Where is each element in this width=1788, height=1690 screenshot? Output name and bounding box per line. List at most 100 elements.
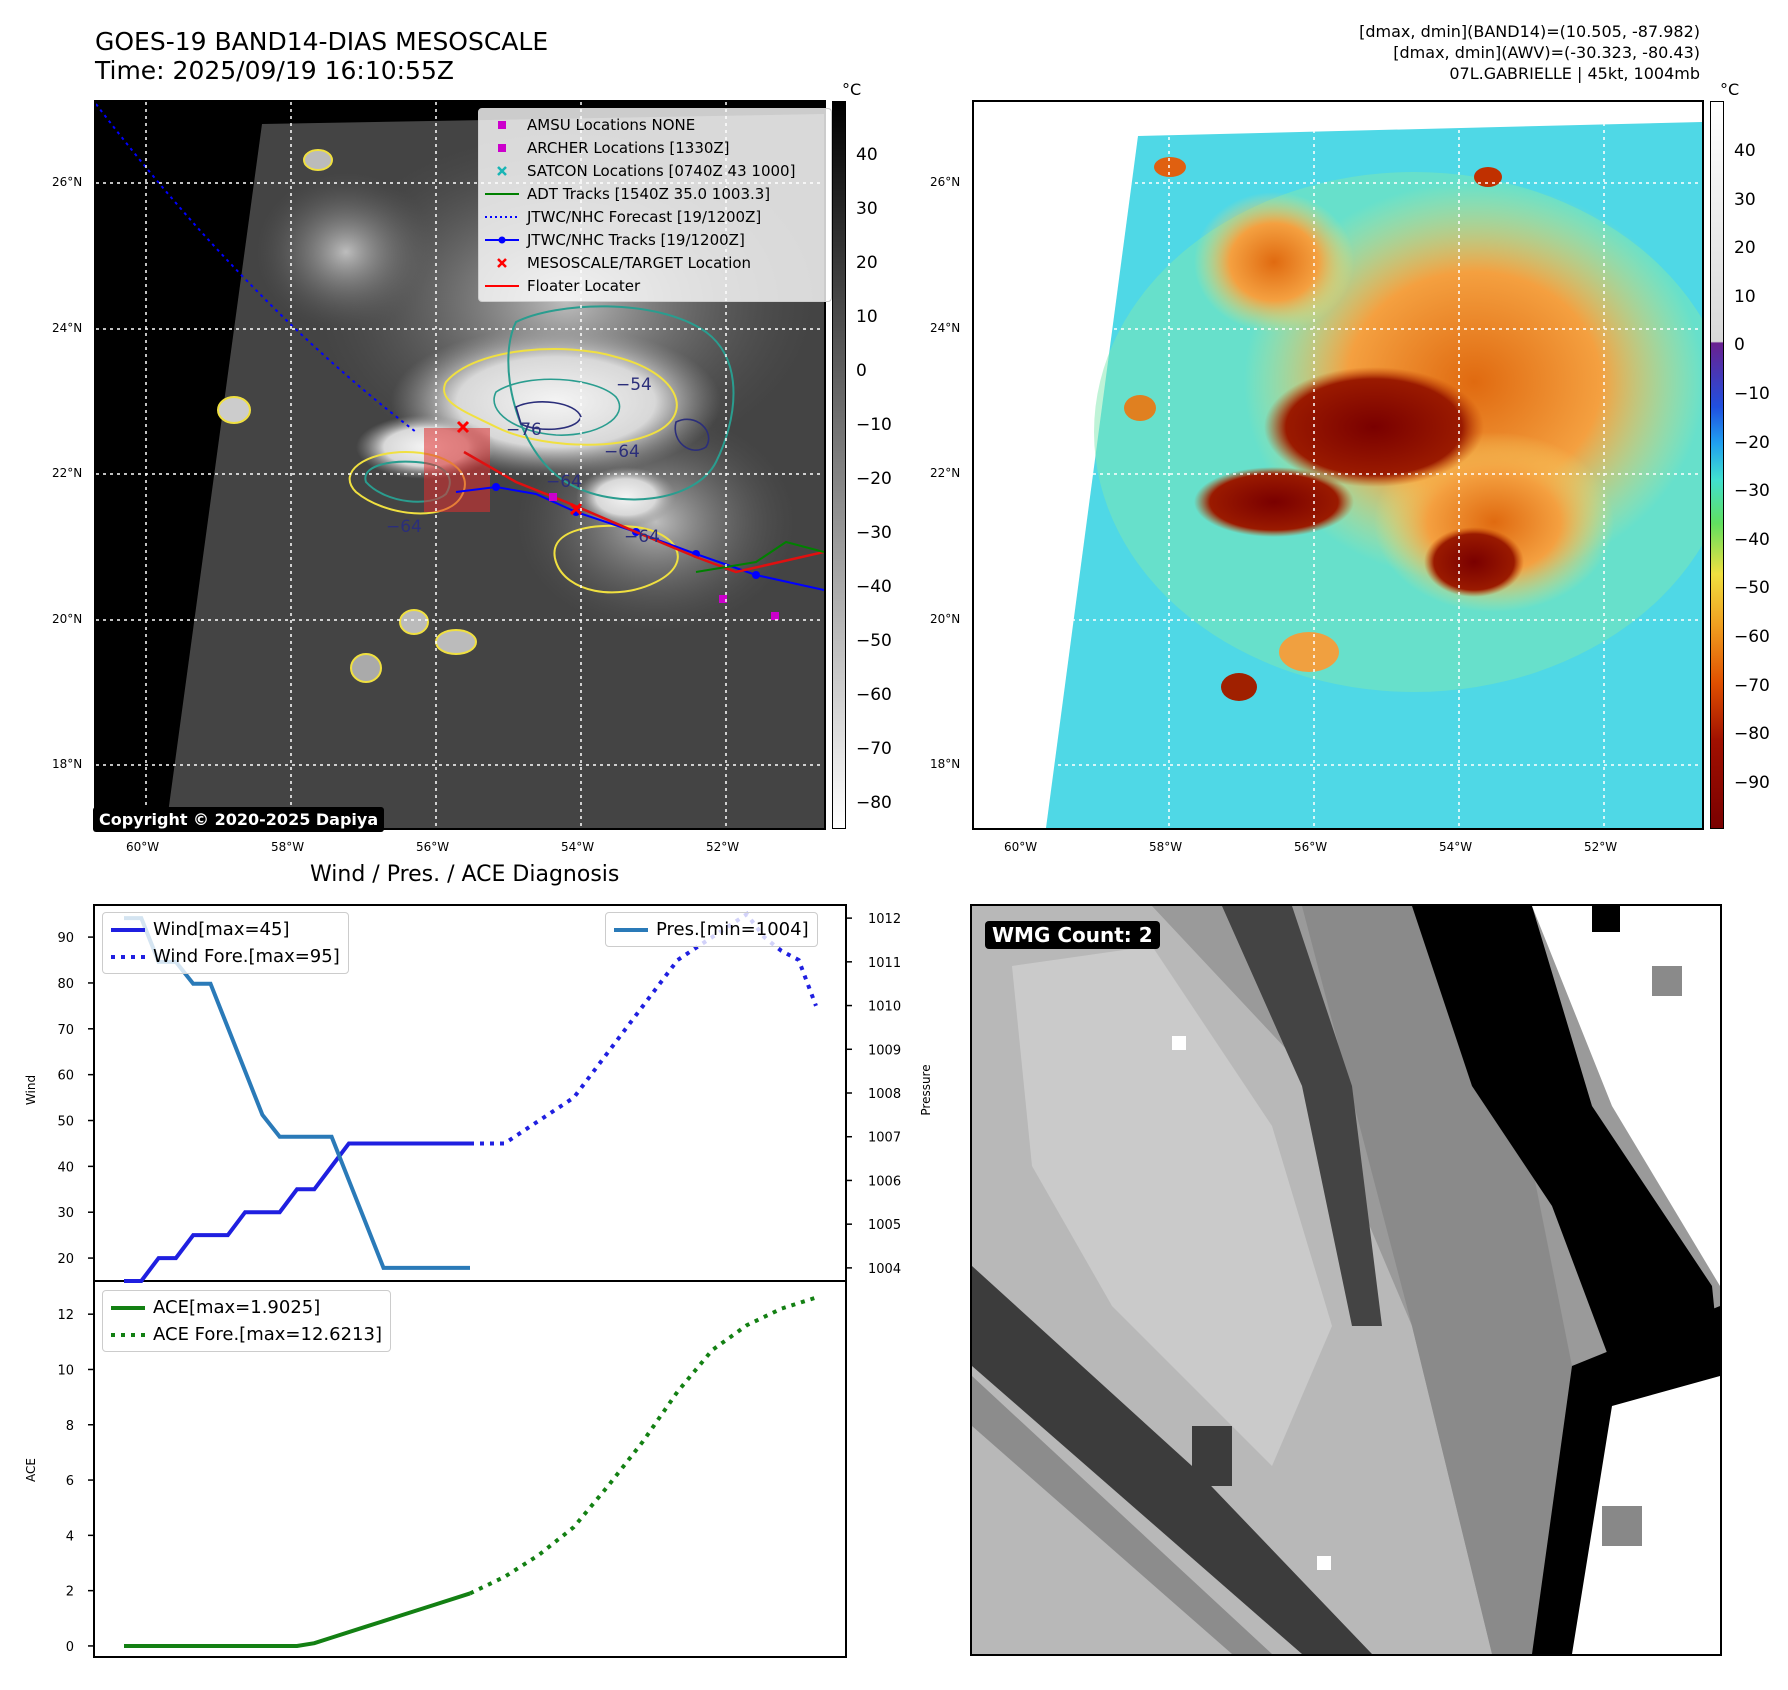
legend-item: JTWC/NHC Tracks [19/1200Z] bbox=[485, 228, 825, 251]
colorbar-tick: −50 bbox=[1734, 578, 1770, 598]
tick-label: 1008 bbox=[868, 1087, 901, 1102]
ace-legend: ACE[max=1.9025] ACE Fore.[max=12.6213] bbox=[102, 1290, 391, 1352]
colorbar-tick: 30 bbox=[1734, 190, 1756, 210]
lat-label: 24°N bbox=[930, 321, 961, 335]
lat-label: 20°N bbox=[52, 612, 83, 626]
tick-label: 0 bbox=[66, 1640, 74, 1655]
wind-legend: Wind[max=45] Wind Fore.[max=95] bbox=[102, 912, 349, 974]
colorbar-left bbox=[832, 101, 846, 829]
pressure-ylabel: Pressure bbox=[919, 1064, 930, 1115]
lat-label: 20°N bbox=[930, 612, 961, 626]
legend-label: JTWC/NHC Tracks [19/1200Z] bbox=[527, 230, 745, 249]
colorbar-tick: −70 bbox=[1734, 676, 1770, 696]
tick-label: 8 bbox=[66, 1419, 74, 1434]
tick-label: 1006 bbox=[868, 1174, 901, 1189]
chart-time: Time: 2025/09/19 16:10:55Z bbox=[95, 56, 454, 85]
colorbar-tick: −40 bbox=[856, 577, 892, 597]
legend-item: Floater Locater bbox=[485, 274, 825, 297]
tick-label: 80 bbox=[57, 977, 74, 992]
legend-item: ACE[max=1.9025] bbox=[111, 1294, 382, 1321]
tick-label: 1004 bbox=[868, 1262, 901, 1277]
colorbar-tick: 20 bbox=[1734, 238, 1756, 258]
ace-forecast-line bbox=[469, 1295, 817, 1596]
legend-label: ADT Tracks [1540Z 35.0 1003.3] bbox=[527, 184, 771, 203]
lon-label: 54°W bbox=[1439, 840, 1473, 854]
colorbar-tick: −20 bbox=[856, 469, 892, 489]
colorbar-tick: 40 bbox=[856, 145, 878, 165]
tick-label: 1011 bbox=[868, 956, 901, 971]
legend-item: Wind Fore.[max=95] bbox=[111, 943, 340, 970]
info-awv: [dmax, dmin](AWV)=(-30.323, -80.43) bbox=[1393, 43, 1700, 62]
colorbar-tick: −90 bbox=[1734, 773, 1770, 793]
colorbar-tick: −20 bbox=[1734, 433, 1770, 453]
contour-label: −64 bbox=[624, 527, 660, 547]
tick-label: 60 bbox=[57, 1069, 74, 1084]
lat-label: 22°N bbox=[52, 466, 83, 480]
wmg-count-badge: WMG Count: 2 bbox=[985, 921, 1160, 949]
lat-label: 24°N bbox=[52, 321, 83, 335]
legend-item: Pres.[min=1004] bbox=[614, 916, 809, 943]
lon-label: 58°W bbox=[1149, 840, 1183, 854]
lon-label: 52°W bbox=[1584, 840, 1618, 854]
colorbar-left-unit: °C bbox=[842, 80, 862, 99]
awv-map-panel bbox=[972, 100, 1704, 830]
tick-label: 70 bbox=[57, 1023, 74, 1038]
wind-ylabel: Wind bbox=[24, 1075, 38, 1105]
colorbar-tick: −60 bbox=[1734, 627, 1770, 647]
colorbar-tick: −50 bbox=[856, 631, 892, 651]
tick-label: 40 bbox=[57, 1160, 74, 1175]
contour-label: −54 bbox=[616, 375, 652, 395]
colorbar-tick: 40 bbox=[1734, 141, 1756, 161]
contour-label: −64 bbox=[604, 442, 640, 462]
colorbar-right bbox=[1710, 101, 1724, 829]
colorbar-tick: −60 bbox=[856, 685, 892, 705]
tick-label: 10 bbox=[57, 1363, 74, 1378]
chart-title: GOES-19 BAND14-DIAS MESOSCALE bbox=[95, 27, 549, 56]
legend-label: Wind[max=45] bbox=[153, 919, 290, 940]
tick-label: 2 bbox=[66, 1585, 74, 1600]
wmg-panel bbox=[970, 904, 1722, 1656]
contour-label: −76 bbox=[506, 420, 542, 440]
lat-label: 22°N bbox=[930, 466, 961, 480]
awv-map-image bbox=[974, 102, 1702, 828]
lon-label: 60°W bbox=[126, 840, 160, 854]
legend-item: Wind[max=45] bbox=[111, 916, 340, 943]
lon-label: 56°W bbox=[416, 840, 450, 854]
colorbar-tick: 0 bbox=[1734, 335, 1745, 355]
colorbar-tick: 10 bbox=[856, 307, 878, 327]
tick-label: 30 bbox=[57, 1206, 74, 1221]
legend-item: JTWC/NHC Forecast [19/1200Z] bbox=[485, 205, 825, 228]
lon-label: 52°W bbox=[706, 840, 740, 854]
legend-label: ACE Fore.[max=12.6213] bbox=[153, 1324, 382, 1345]
colorbar-tick: 10 bbox=[1734, 287, 1756, 307]
legend-item: ARCHER Locations [1330Z] bbox=[485, 136, 825, 159]
colorbar-tick: 30 bbox=[856, 199, 878, 219]
lon-label: 54°W bbox=[561, 840, 595, 854]
legend-label: ARCHER Locations [1330Z] bbox=[527, 138, 730, 157]
map-legend: AMSU Locations NONE ARCHER Locations [13… bbox=[478, 108, 832, 302]
wmg-image bbox=[972, 906, 1720, 1654]
colorbar-tick: 20 bbox=[856, 253, 878, 273]
lat-label: 26°N bbox=[52, 175, 83, 189]
legend-label: Wind Fore.[max=95] bbox=[153, 946, 340, 967]
tick-label: 4 bbox=[66, 1529, 74, 1544]
colorbar-tick: −80 bbox=[1734, 724, 1770, 744]
tick-label: 20 bbox=[57, 1252, 74, 1267]
legend-label: SATCON Locations [0740Z 43 1000] bbox=[527, 161, 796, 180]
ace-ylabel: ACE bbox=[24, 1458, 38, 1482]
legend-item: MESOSCALE/TARGET Location bbox=[485, 251, 825, 274]
tick-label: 1012 bbox=[868, 912, 901, 927]
tick-label: 90 bbox=[57, 931, 74, 946]
lat-label: 26°N bbox=[930, 175, 961, 189]
legend-item: SATCON Locations [0740Z 43 1000] bbox=[485, 159, 825, 182]
contour-label: −64 bbox=[386, 517, 422, 537]
tick-label: 1005 bbox=[868, 1218, 901, 1233]
legend-label: MESOSCALE/TARGET Location bbox=[527, 253, 752, 272]
tick-label: 1010 bbox=[868, 1000, 901, 1015]
colorbar-tick: 0 bbox=[856, 361, 867, 381]
legend-label: AMSU Locations NONE bbox=[527, 115, 696, 134]
lat-label: 18°N bbox=[930, 757, 961, 771]
ace-series-line bbox=[124, 1591, 471, 1648]
tick-label: 1007 bbox=[868, 1131, 901, 1146]
